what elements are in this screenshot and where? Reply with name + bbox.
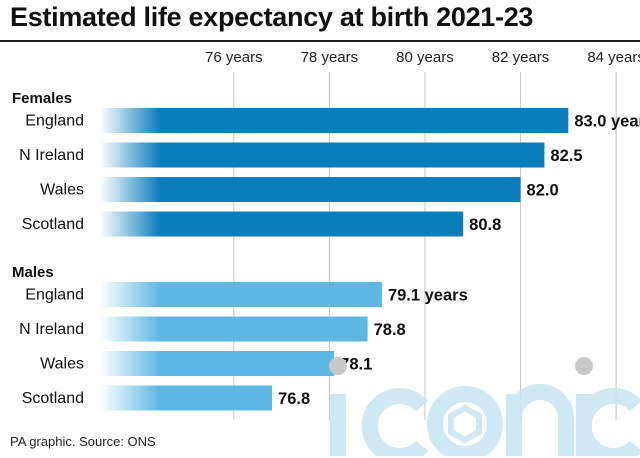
bar-fade	[100, 385, 160, 411]
x-tick-label: 76 years	[205, 49, 263, 66]
x-tick-label: 80 years	[396, 49, 454, 66]
chart-title: Estimated life expectancy at birth 2021-…	[10, 2, 534, 32]
group-header: Males	[12, 264, 54, 281]
value-label: 76.8	[278, 390, 310, 408]
category-label: Scotland	[22, 216, 84, 233]
category-label: N Ireland	[19, 147, 84, 164]
category-label: England	[25, 287, 84, 304]
bar	[160, 177, 521, 202]
bar-fade	[100, 211, 160, 237]
value-label: 83.0 years	[574, 113, 640, 131]
iconic-watermark-logo	[329, 357, 640, 456]
category-label: Wales	[40, 182, 84, 199]
value-label: 78.1	[340, 356, 372, 374]
category-label: N Ireland	[19, 321, 84, 338]
bar-fade	[100, 282, 160, 307]
bar	[160, 142, 545, 168]
bar	[160, 282, 382, 307]
value-label: 82.5	[550, 147, 582, 165]
bar-fade	[100, 142, 160, 168]
category-label: Scotland	[22, 390, 84, 407]
category-label: England	[25, 113, 84, 130]
value-label: 78.8	[374, 321, 406, 339]
bar-fade	[100, 177, 160, 202]
title-rule	[0, 40, 640, 42]
bar	[160, 108, 569, 133]
x-tick-label: 78 years	[301, 49, 359, 66]
value-label: 79.1 years	[388, 287, 468, 305]
bar-fade	[100, 108, 160, 133]
group-header: Females	[12, 90, 72, 107]
chart-area: 76 years 78 years 80 years 82 years 84 years…	[12, 49, 640, 420]
category-label: Wales	[40, 356, 84, 373]
bar	[160, 316, 368, 342]
bar	[160, 211, 464, 237]
bar-fade	[100, 316, 160, 342]
bar	[160, 385, 273, 411]
bar-fade	[100, 351, 160, 376]
bar	[160, 351, 335, 376]
x-tick-label: 82 years	[492, 49, 550, 66]
value-label: 80.8	[469, 216, 501, 234]
value-label: 82.0	[527, 182, 559, 200]
source-note: PA graphic. Source: ONS	[10, 434, 156, 449]
x-tick-label: 84 years	[587, 49, 640, 66]
